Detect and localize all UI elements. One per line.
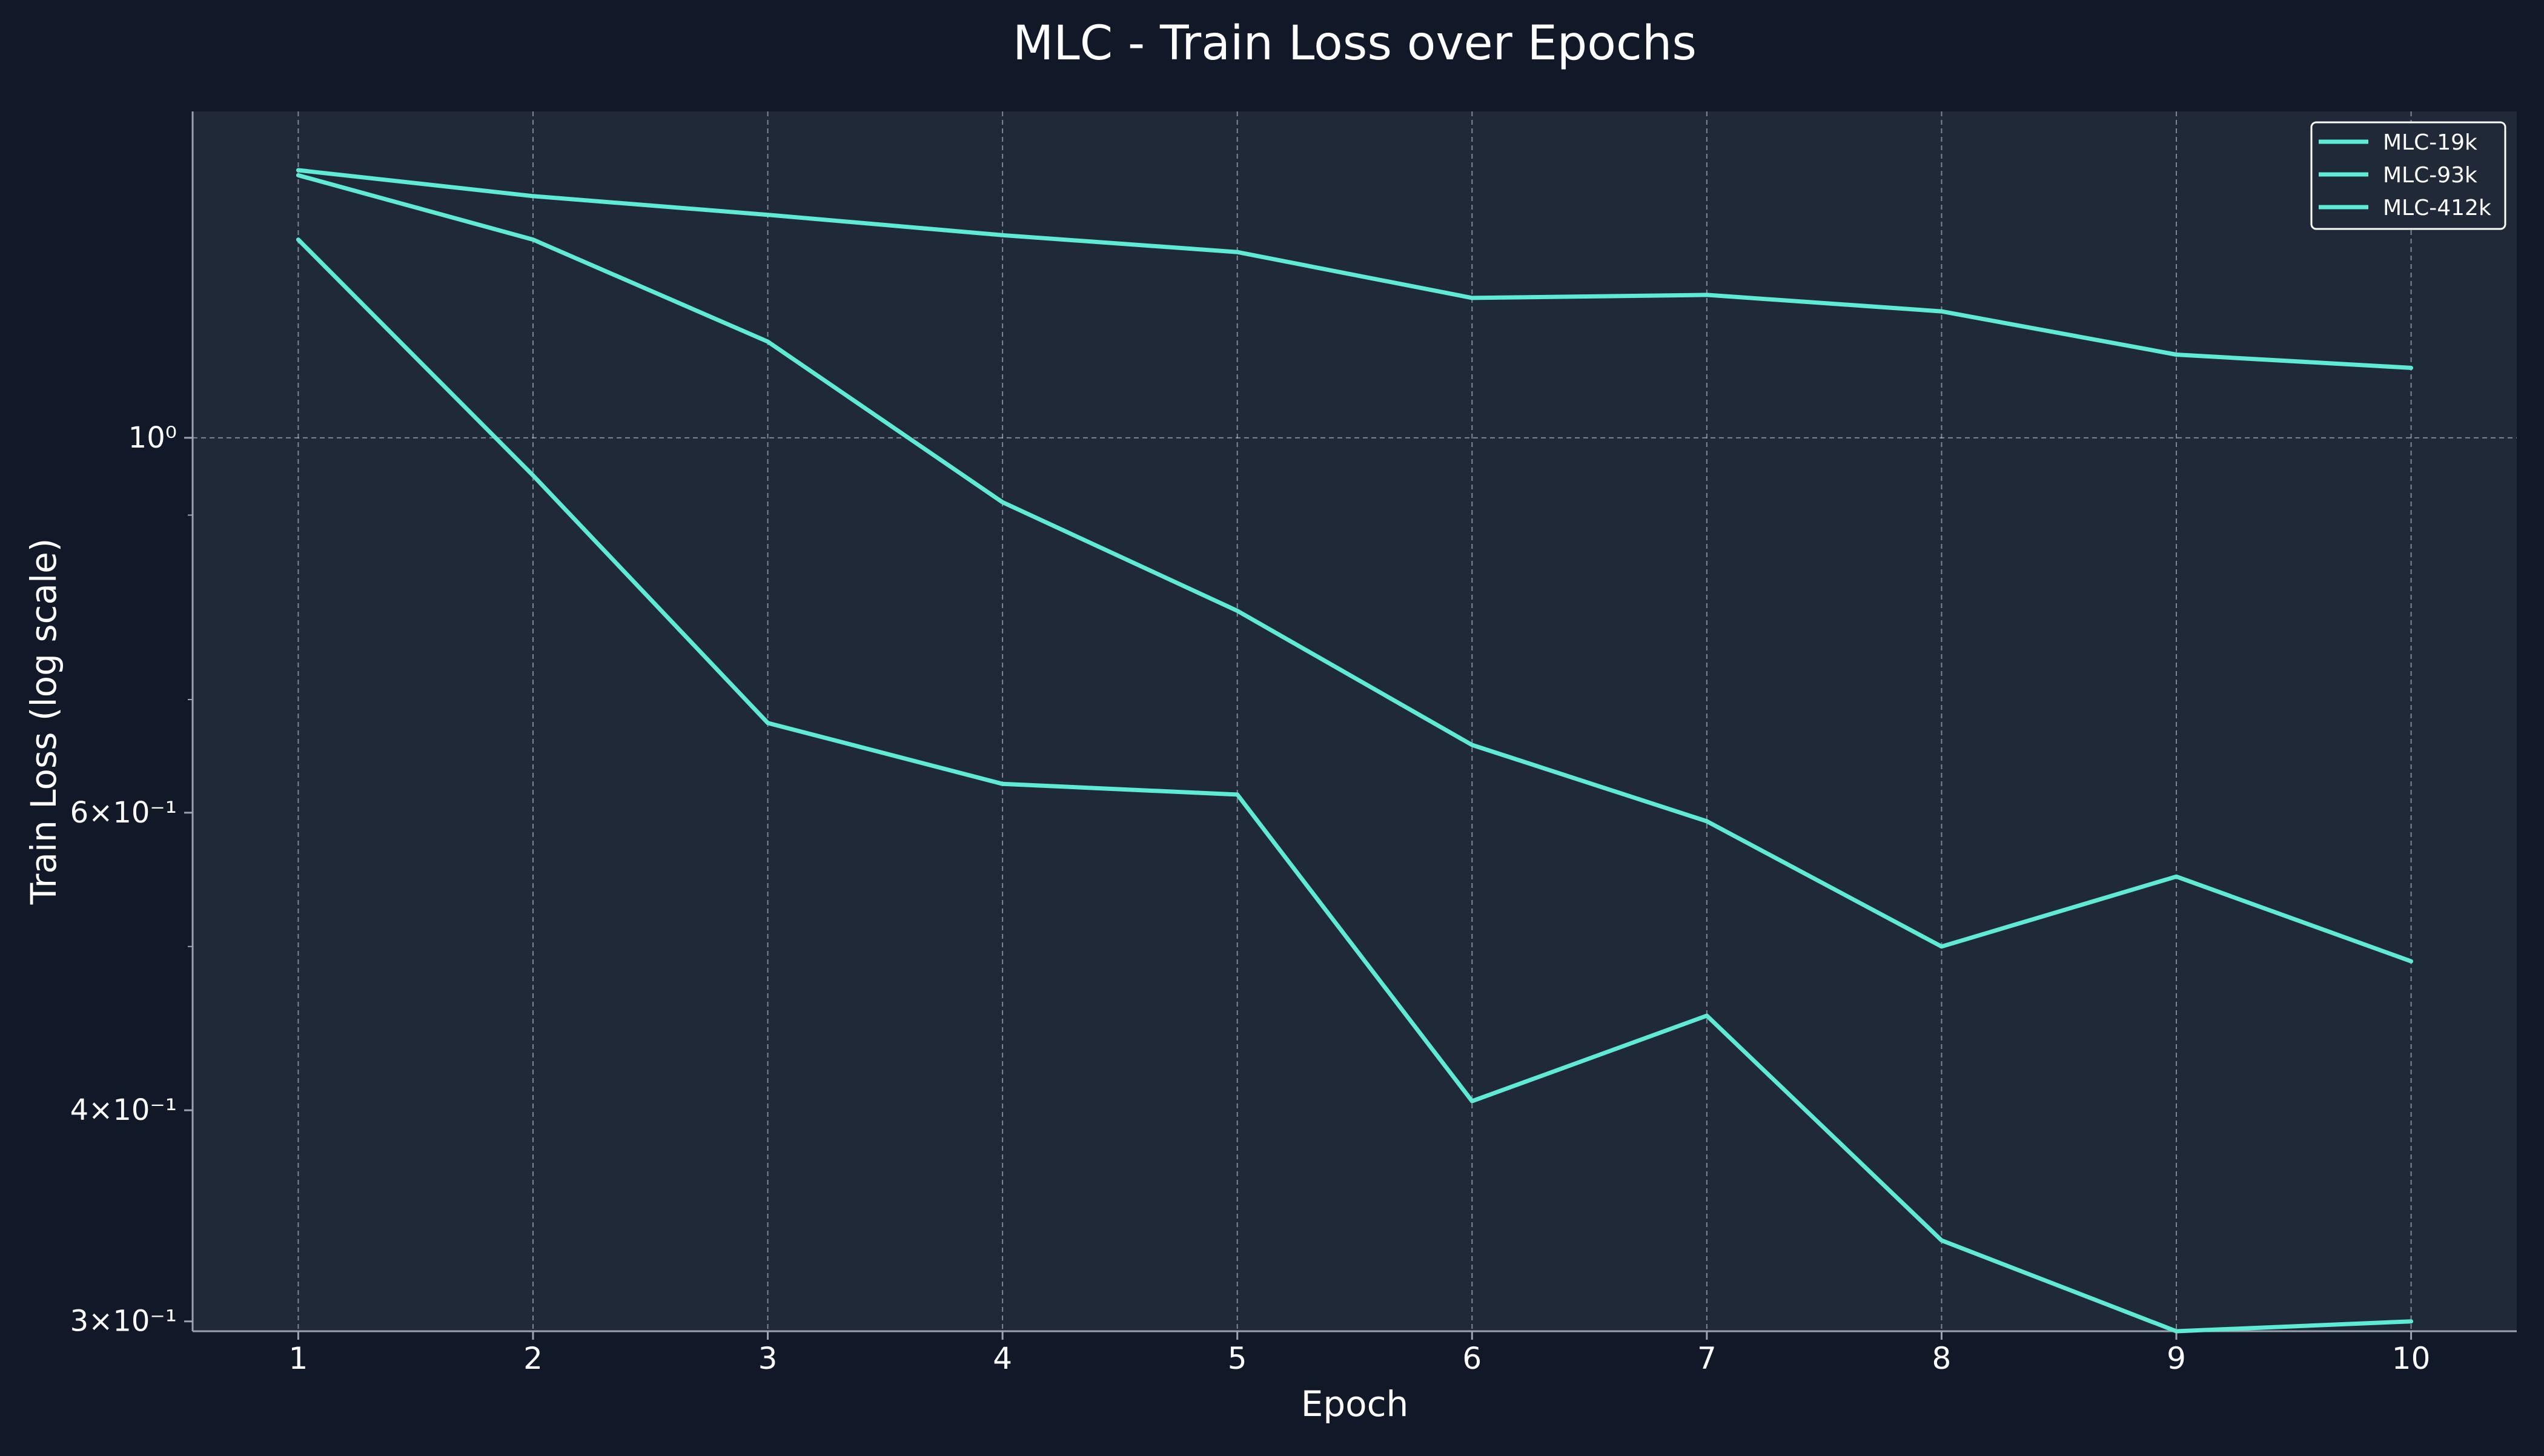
- series-lines: [296, 168, 2414, 1334]
- x-tick-label: 4: [993, 1341, 1012, 1376]
- grid: [193, 111, 2517, 1331]
- y-tick-label: 3×10⁻¹: [70, 1305, 177, 1339]
- y-axis-label: Train Loss (log scale): [23, 538, 64, 905]
- tick-labels: 1 2 3 4 5 6 7 8 9 10 10⁰ 6×10⁻¹ 4×10⁻¹ 3×10⁻¹: [70, 421, 2431, 1376]
- x-tick-label: 2: [523, 1341, 543, 1376]
- legend-box: [2310, 121, 2506, 230]
- x-tick-label: 3: [758, 1341, 778, 1376]
- legend: MLC-19k MLC-93k MLC-412k: [2310, 121, 2506, 230]
- x-tick-label: 8: [1932, 1341, 1952, 1376]
- y-tick-label: 6×10⁻¹: [70, 796, 177, 830]
- chart-title: MLC - Train Loss over Epochs: [1013, 16, 1697, 71]
- x-tick-label: 1: [289, 1341, 308, 1376]
- y-tick-label: 4×10⁻¹: [70, 1093, 177, 1127]
- x-tick-label: 7: [1697, 1341, 1717, 1376]
- x-tick-label: 5: [1228, 1341, 1247, 1376]
- y-tick-label: 10⁰: [128, 421, 177, 455]
- legend-label: MLC-19k: [2383, 130, 2477, 155]
- x-axis-label: Epoch: [1301, 1383, 1409, 1425]
- series-line-mlc-412k: [296, 237, 2414, 1334]
- series-line-mlc-19k: [296, 168, 2414, 370]
- x-tick-label: 6: [1462, 1341, 1482, 1376]
- x-tick-label: 10: [2392, 1341, 2431, 1376]
- x-tick-label: 9: [2167, 1341, 2186, 1376]
- series-line-mlc-93k: [296, 173, 2414, 964]
- legend-label: MLC-93k: [2383, 163, 2477, 188]
- legend-label: MLC-412k: [2383, 196, 2491, 220]
- plot-area: [193, 111, 2517, 1331]
